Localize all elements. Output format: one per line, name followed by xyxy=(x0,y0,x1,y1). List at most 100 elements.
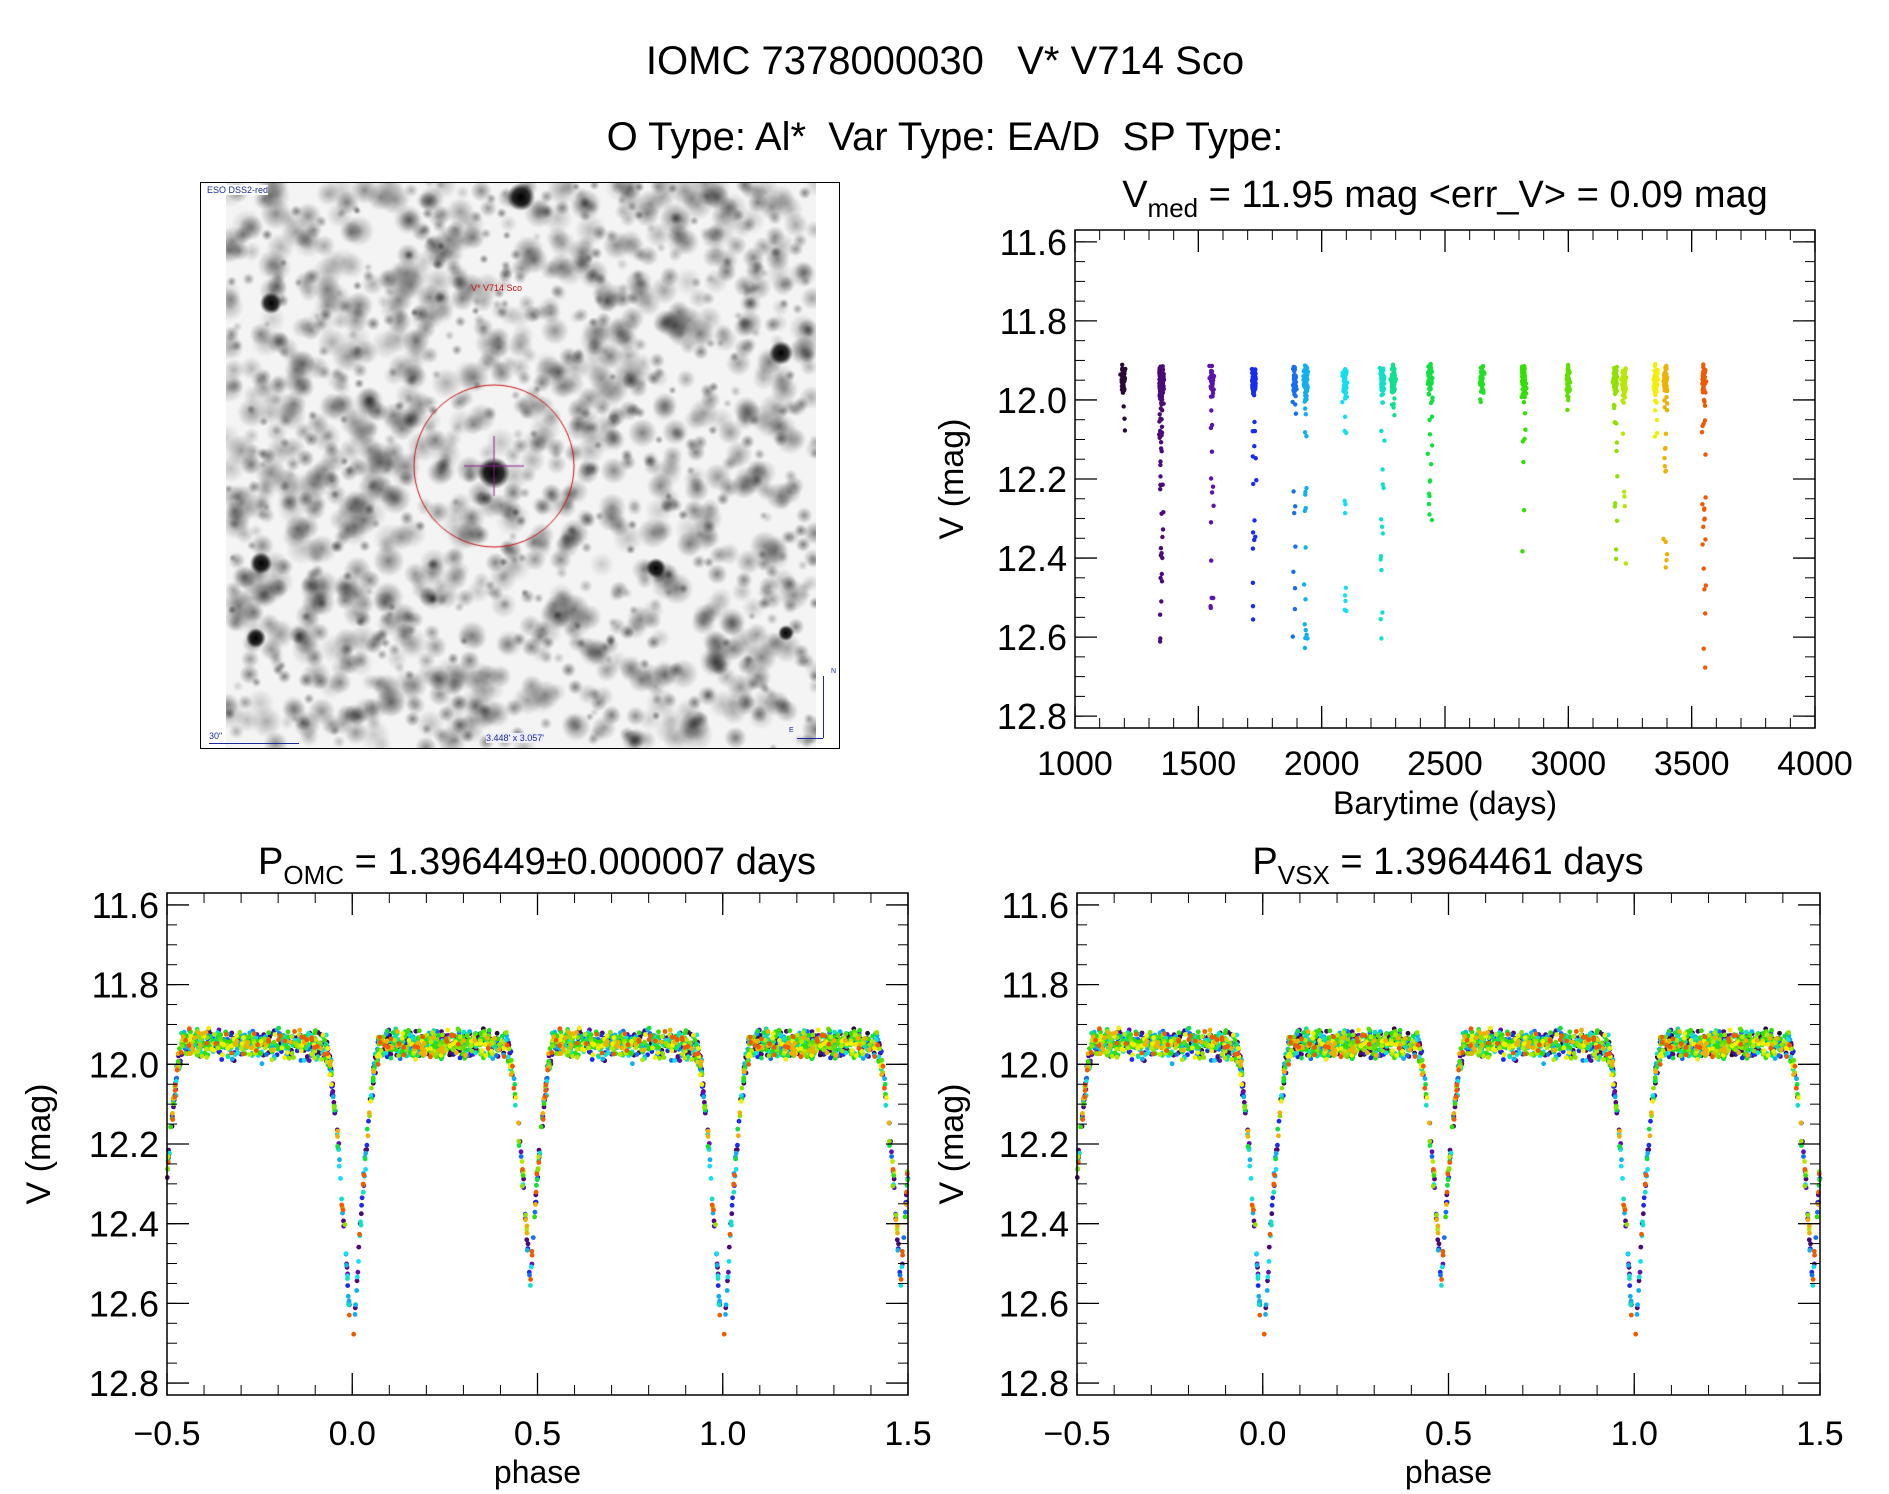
data-point xyxy=(1343,510,1348,516)
data-point xyxy=(1251,368,1256,373)
data-point xyxy=(285,1029,291,1035)
data-point xyxy=(831,1038,837,1043)
data-point xyxy=(1343,384,1348,389)
data-point xyxy=(1427,479,1433,484)
data-point xyxy=(416,1028,422,1034)
data-point xyxy=(882,1076,887,1082)
data-point xyxy=(1612,504,1618,509)
data-point xyxy=(469,1048,475,1054)
data-point xyxy=(1622,494,1627,499)
data-point xyxy=(525,1241,531,1247)
data-point xyxy=(1430,398,1435,403)
data-point xyxy=(1480,371,1486,377)
data-point xyxy=(1663,431,1669,436)
data-point xyxy=(746,1062,751,1067)
data-point xyxy=(736,1118,742,1124)
data-point xyxy=(245,1040,251,1045)
data-point xyxy=(410,1036,416,1042)
data-point xyxy=(421,1048,427,1054)
data-point xyxy=(360,1182,366,1188)
data-point xyxy=(229,1056,235,1062)
data-point xyxy=(388,1051,394,1057)
data-point xyxy=(599,1050,605,1056)
data-point xyxy=(721,1331,727,1337)
data-point xyxy=(219,1057,225,1062)
data-point xyxy=(1379,517,1384,522)
data-point xyxy=(512,1102,518,1108)
data-point xyxy=(1158,575,1163,581)
data-point xyxy=(430,1030,435,1036)
data-point xyxy=(406,1038,412,1043)
data-point xyxy=(715,1283,721,1288)
data-point xyxy=(198,1043,203,1049)
data-point xyxy=(698,1059,704,1064)
data-point xyxy=(1121,370,1127,375)
data-point xyxy=(643,1032,648,1037)
data-point xyxy=(1209,449,1215,454)
data-point xyxy=(1777,1030,1782,1036)
data-point xyxy=(705,1134,711,1139)
data-point xyxy=(361,1172,367,1178)
data-point xyxy=(566,1030,572,1036)
data-point xyxy=(766,1053,772,1059)
data-point xyxy=(494,1030,500,1036)
data-point xyxy=(344,1262,349,1268)
data-point xyxy=(1662,455,1667,461)
data-point xyxy=(1211,503,1216,508)
data-point xyxy=(674,1037,680,1043)
data-point xyxy=(331,1104,337,1110)
data-point xyxy=(677,1058,683,1063)
data-point xyxy=(1303,492,1308,497)
data-point xyxy=(505,1054,511,1060)
data-point xyxy=(1429,414,1435,419)
data-point xyxy=(1380,467,1385,472)
data-point xyxy=(1521,459,1526,465)
data-point xyxy=(729,1202,735,1208)
data-point xyxy=(187,1051,193,1057)
data-point xyxy=(360,1189,366,1195)
data-point xyxy=(1428,361,1433,367)
data-point xyxy=(1379,428,1384,434)
data-point xyxy=(187,1026,192,1032)
data-point xyxy=(516,1143,522,1148)
data-point xyxy=(657,1055,663,1061)
data-point xyxy=(1252,444,1257,449)
data-point xyxy=(520,1167,525,1172)
data-point xyxy=(196,1034,202,1040)
data-point xyxy=(396,1041,402,1047)
data-point xyxy=(1379,636,1384,641)
data-point xyxy=(1565,387,1571,392)
data-point xyxy=(662,1029,668,1034)
data-point xyxy=(247,1052,253,1057)
data-point xyxy=(884,1095,889,1101)
data-point xyxy=(1661,382,1667,388)
data-point xyxy=(725,1278,730,1284)
data-point xyxy=(473,1050,478,1056)
data-point xyxy=(172,1094,178,1100)
data-point xyxy=(524,1223,530,1229)
data-point xyxy=(1382,438,1387,443)
data-point xyxy=(862,1035,868,1041)
data-point xyxy=(1663,468,1669,473)
data-point xyxy=(810,1045,816,1051)
data-point xyxy=(1621,388,1626,393)
y-tick-label: 12.2 xyxy=(89,1124,159,1165)
data-point xyxy=(528,1283,533,1288)
x-tick-label: 0.5 xyxy=(514,1415,561,1453)
data-point xyxy=(1208,476,1214,481)
data-point xyxy=(357,1231,362,1237)
data-point xyxy=(727,1231,733,1237)
data-point xyxy=(867,1047,872,1052)
data-point xyxy=(790,1034,796,1040)
data-point xyxy=(1122,428,1128,433)
data-point xyxy=(253,1048,259,1053)
data-point xyxy=(173,1078,179,1084)
data-point xyxy=(1614,421,1619,426)
x-tick-label: 2500 xyxy=(1407,745,1483,783)
data-point xyxy=(1292,365,1298,370)
data-point xyxy=(540,1111,546,1116)
data-point xyxy=(1564,373,1570,378)
data-point xyxy=(752,1043,758,1048)
data-point xyxy=(758,1036,764,1042)
data-point xyxy=(509,1057,514,1063)
